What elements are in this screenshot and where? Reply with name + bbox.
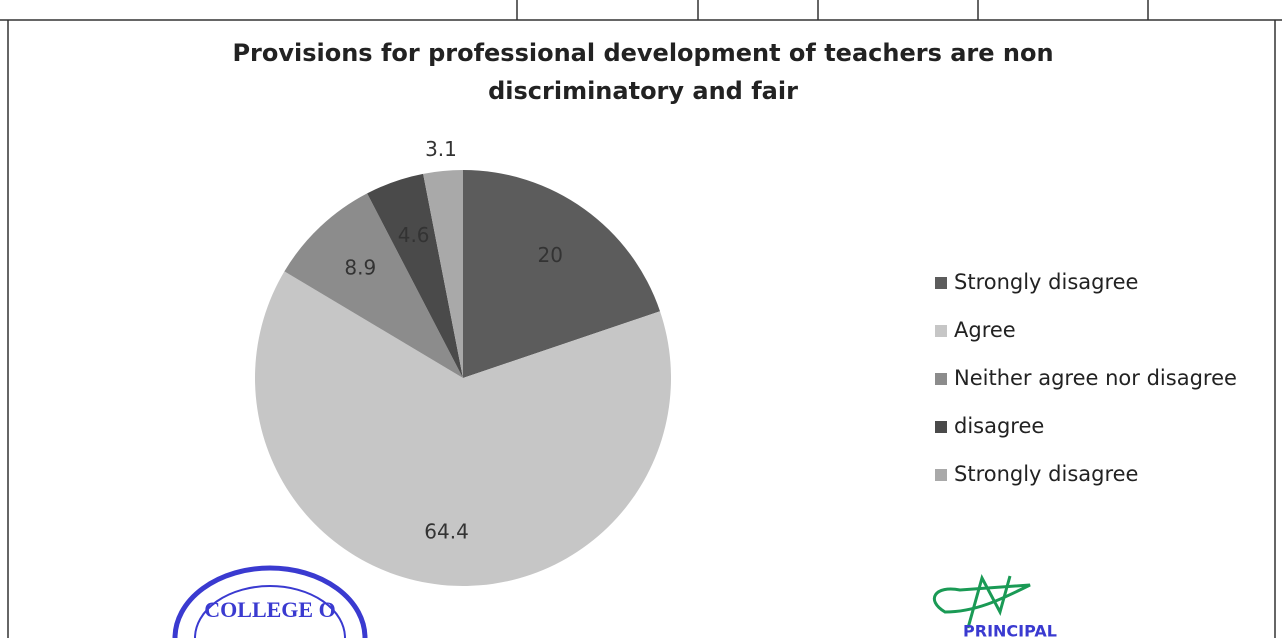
legend-label: Strongly disagree [954, 462, 1138, 486]
signature [932, 573, 1031, 629]
legend-swatch [935, 277, 947, 289]
data-label: 3.1 [425, 137, 457, 161]
pie-slice [463, 170, 661, 378]
pie-slice [423, 170, 463, 378]
data-label: 4.6 [398, 223, 430, 247]
data-label: 8.9 [344, 256, 376, 280]
data-label: 64.4 [424, 520, 469, 544]
legend-label: Neither agree nor disagree [954, 366, 1237, 390]
pie-slice [367, 173, 463, 378]
legend-swatch [935, 421, 947, 433]
chart-title: Provisions for professional development … [232, 39, 1054, 105]
stamp-text: COLLEGE O [204, 597, 335, 622]
legend-label: Strongly disagree [954, 270, 1138, 294]
pie-slice [255, 271, 671, 586]
pie-slice [284, 193, 463, 378]
legend-label: disagree [954, 414, 1044, 438]
signature-caption: PRINCIPAL [963, 622, 1057, 638]
legend-swatch [935, 469, 947, 481]
legend-label: Agree [954, 318, 1016, 342]
legend-swatch [935, 373, 947, 385]
data-label: 20 [538, 243, 563, 267]
legend-swatch [935, 325, 947, 337]
stamp: COLLEGE O [172, 565, 368, 638]
